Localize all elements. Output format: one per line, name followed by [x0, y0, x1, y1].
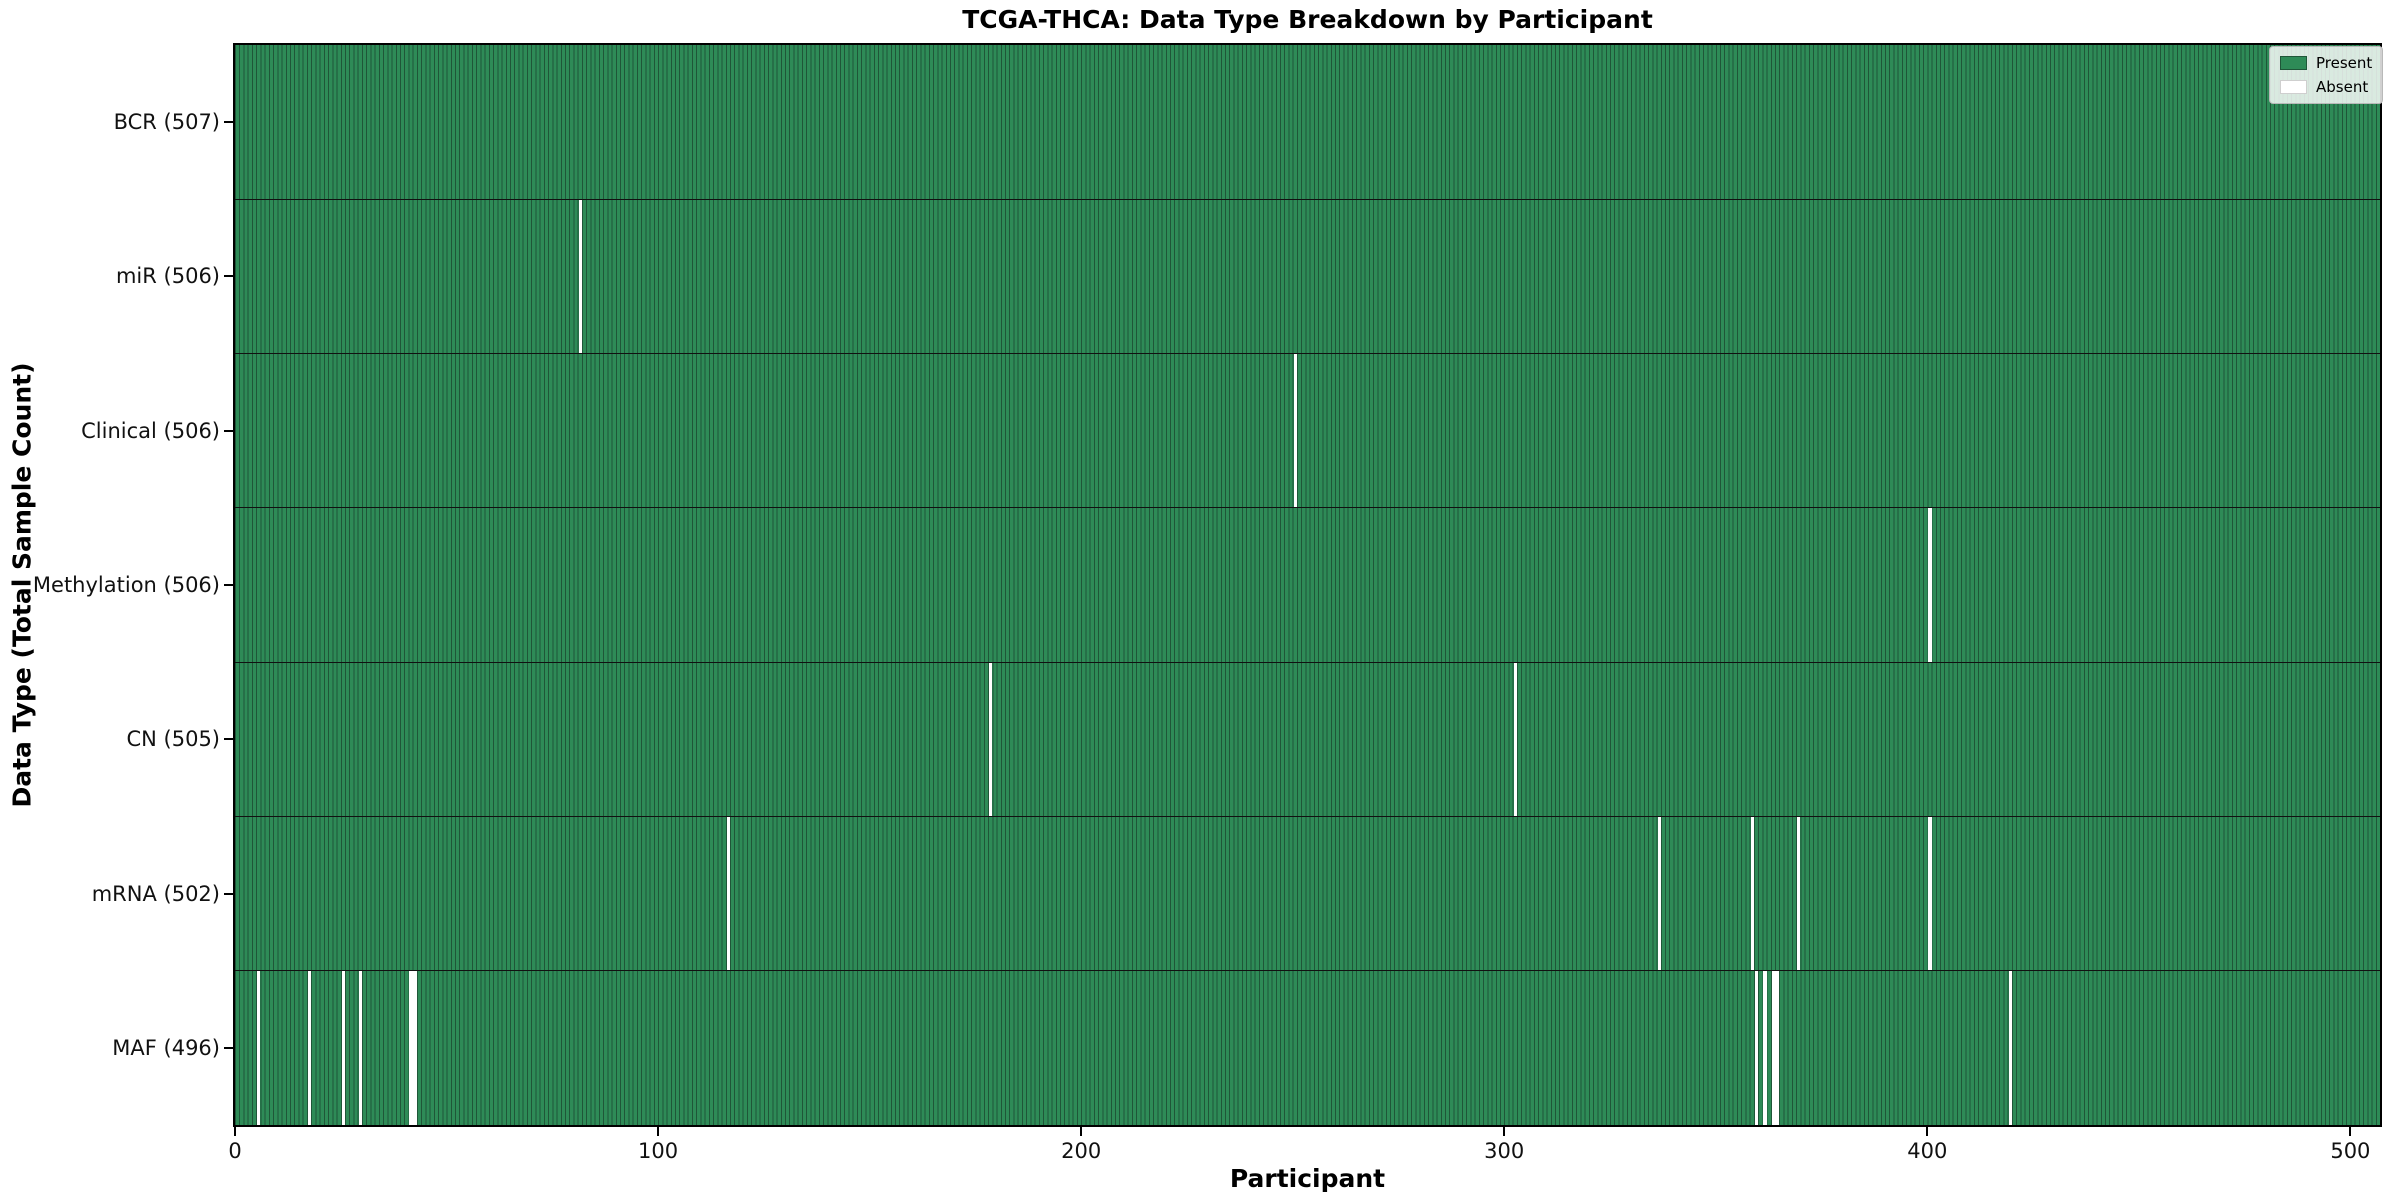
- y-tickmark: [224, 121, 233, 124]
- y-tick-label: Methylation (506): [32, 573, 220, 597]
- x-tick-label: 400: [1907, 1139, 1948, 1163]
- chart-title: TCGA-THCA: Data Type Breakdown by Partic…: [962, 5, 1653, 34]
- x-tick-label: 200: [1061, 1139, 1102, 1163]
- absent-gap: [307, 970, 312, 1125]
- absent-gap: [358, 970, 362, 1125]
- y-tickmark: [224, 892, 233, 895]
- row-mrna: [235, 816, 2380, 971]
- x-tick-label: 0: [228, 1139, 242, 1163]
- absent-gap: [989, 662, 993, 817]
- y-tick-label: BCR (507): [113, 110, 220, 135]
- row-bcr: [235, 45, 2380, 200]
- row-divider: [235, 661, 2380, 663]
- x-tickmark: [1926, 1127, 1929, 1136]
- absent-gap: [726, 816, 730, 971]
- x-tick-label: 300: [1484, 1139, 1525, 1163]
- row-divider: [235, 815, 2380, 817]
- absent-gap: [1928, 816, 1932, 971]
- absent-gap: [1293, 353, 1297, 508]
- absent-gap: [1763, 970, 1767, 1125]
- absent-gap: [1657, 816, 1661, 971]
- row-maf: [235, 970, 2380, 1125]
- y-tickmark: [224, 275, 233, 278]
- absent-gap: [1771, 970, 1780, 1125]
- y-tickmark: [224, 1046, 233, 1049]
- x-tickmark: [234, 1127, 236, 1136]
- row-methylation: [235, 507, 2380, 663]
- legend: Present Absent: [2269, 46, 2384, 104]
- y-tick-label: mRNA (502): [91, 881, 220, 906]
- absent-gap: [409, 970, 417, 1125]
- absent-gap: [1928, 507, 1932, 663]
- row-divider: [235, 353, 2380, 355]
- absent-gap: [578, 199, 582, 354]
- x-tick-label: 500: [2330, 1139, 2371, 1163]
- x-axis-label: Participant: [1229, 1164, 1386, 1193]
- y-tick-label: MAF (496): [112, 1035, 220, 1060]
- x-tickmark: [2349, 1127, 2352, 1136]
- absent-gap: [257, 970, 261, 1125]
- x-tickmark: [657, 1127, 660, 1136]
- absent-gap: [2008, 970, 2012, 1125]
- absent-gap: [341, 970, 345, 1125]
- legend-item-present: Present: [2280, 54, 2372, 72]
- absent-gap: [1750, 816, 1754, 971]
- x-tickmark: [1503, 1127, 1506, 1136]
- legend-item-absent: Absent: [2280, 78, 2372, 96]
- absent-gap: [1797, 816, 1801, 971]
- x-tickmark: [1080, 1127, 1083, 1136]
- legend-label-absent: Absent: [2316, 78, 2369, 96]
- absent-gap: [1754, 970, 1759, 1125]
- y-tick-label: Clinical (506): [81, 418, 220, 443]
- y-tickmark: [224, 738, 233, 741]
- row-divider: [235, 198, 2380, 200]
- y-tickmark: [224, 429, 233, 432]
- absent-gap: [1513, 662, 1517, 817]
- row-mir: [235, 199, 2380, 354]
- y-tickmark: [224, 584, 233, 586]
- y-tick-label: CN (505): [126, 727, 220, 752]
- x-tick-label: 100: [638, 1139, 679, 1163]
- row-clinical: [235, 353, 2380, 508]
- plot-area: [233, 43, 2382, 1127]
- legend-swatch-absent-icon: [2280, 80, 2307, 94]
- row-divider: [235, 507, 2380, 509]
- row-cn: [235, 662, 2380, 817]
- y-tick-label: miR (506): [115, 264, 220, 289]
- legend-label-present: Present: [2316, 54, 2373, 72]
- legend-swatch-present-icon: [2280, 56, 2307, 70]
- row-divider: [235, 970, 2380, 972]
